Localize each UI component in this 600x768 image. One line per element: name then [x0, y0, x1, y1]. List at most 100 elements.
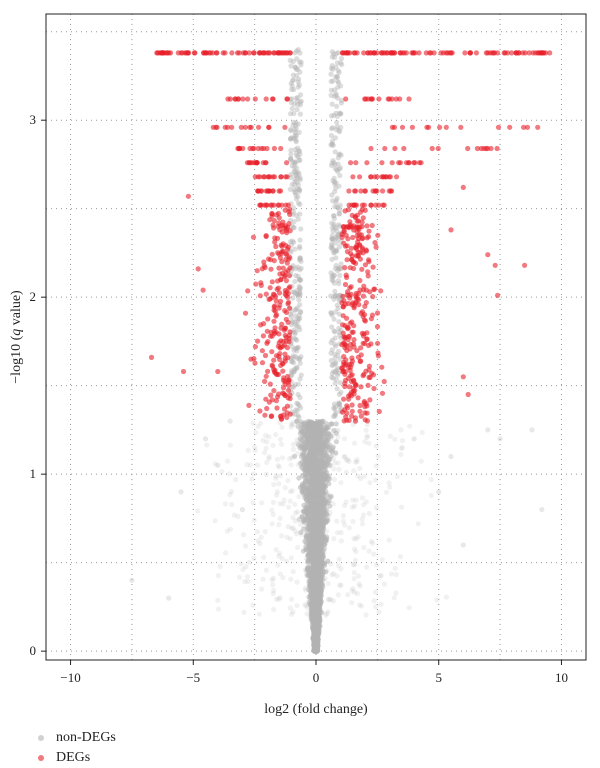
non-degs-point	[297, 175, 303, 181]
non-degs-point	[399, 438, 406, 444]
non-degs-point	[329, 243, 335, 249]
degs-point	[361, 371, 367, 377]
non-degs-point	[288, 63, 294, 69]
degs-point	[364, 160, 370, 166]
degs-point	[263, 291, 269, 297]
degs-point	[265, 339, 271, 345]
non-degs-point	[322, 468, 328, 474]
non-degs-point	[342, 522, 348, 528]
degs-point	[229, 124, 235, 130]
non-degs-point	[316, 520, 322, 526]
non-degs-point	[376, 609, 382, 615]
degs-point	[263, 96, 269, 102]
non-degs-point	[352, 440, 358, 446]
degs-point	[389, 160, 395, 166]
non-degs-point	[289, 181, 295, 188]
degs-point	[271, 258, 277, 264]
degs-point	[351, 259, 357, 265]
non-degs-point	[329, 192, 335, 198]
degs-point	[259, 266, 265, 272]
degs-point	[362, 96, 368, 102]
degs-point	[345, 207, 352, 213]
degs-point	[270, 222, 276, 228]
non-degs-point	[374, 562, 380, 568]
non-degs-point	[244, 462, 250, 468]
degs-point	[473, 50, 479, 56]
degs-point	[364, 403, 370, 409]
non-degs-point	[288, 611, 294, 617]
non-degs-point	[322, 541, 328, 547]
degs-point	[379, 174, 385, 180]
non-degs-point	[375, 453, 381, 459]
degs-point	[435, 145, 441, 152]
degs-point	[343, 96, 349, 102]
degs-point	[494, 145, 500, 152]
non-degs-point	[332, 351, 338, 357]
degs-point	[360, 235, 366, 241]
degs-point	[355, 253, 361, 259]
degs-point	[513, 50, 520, 56]
non-degs-point	[289, 525, 295, 532]
degs-point	[382, 145, 388, 152]
non-degs-point	[335, 161, 341, 167]
non-degs-point	[312, 467, 318, 473]
non-degs-point	[428, 492, 434, 498]
non-degs-point	[393, 572, 399, 578]
non-degs-point	[300, 486, 306, 492]
non-degs-point	[307, 549, 313, 555]
non-degs-point	[392, 565, 398, 571]
degs-point	[379, 390, 386, 396]
non-degs-point	[331, 536, 337, 542]
non-degs-point	[292, 246, 298, 252]
degs-point	[277, 357, 283, 363]
non-degs-point	[329, 236, 335, 242]
degs-point	[258, 322, 264, 328]
degs-point	[267, 285, 273, 291]
non-degs-point	[227, 418, 233, 424]
degs-point	[258, 188, 265, 194]
non-degs-point	[338, 582, 344, 588]
non-degs-point	[312, 437, 318, 443]
degs-point	[266, 399, 272, 405]
non-degs-point	[293, 510, 299, 516]
non-degs-point	[255, 462, 261, 468]
non-degs-point	[333, 376, 339, 383]
non-degs-point	[316, 502, 322, 508]
degs-point	[347, 295, 353, 301]
degs-point	[366, 257, 372, 263]
non-degs-point	[326, 513, 332, 520]
non-degs-point	[328, 65, 335, 71]
non-degs-point	[296, 493, 302, 500]
non-degs-point	[329, 220, 335, 226]
degs-point	[246, 50, 252, 56]
non-degs-point	[282, 485, 288, 491]
non-degs-point	[297, 237, 303, 243]
non-degs-point	[279, 533, 285, 539]
degs-point	[365, 273, 371, 279]
non-degs-point	[266, 434, 272, 440]
degs-point	[264, 202, 270, 208]
degs-point	[339, 365, 345, 371]
non-degs-point	[349, 588, 355, 594]
non-degs-point	[341, 436, 348, 442]
non-degs-point	[324, 568, 330, 574]
degs-point	[282, 308, 288, 314]
degs-point	[507, 124, 513, 130]
non-degs-point	[288, 127, 294, 133]
non-degs-point	[392, 436, 398, 442]
non-degs-point	[337, 129, 343, 135]
non-degs-point	[251, 517, 257, 523]
non-degs-point	[371, 598, 377, 604]
degs-point	[264, 405, 270, 412]
non-degs-point	[297, 99, 303, 105]
degs-point	[347, 265, 353, 271]
non-degs-point	[275, 463, 281, 469]
non-degs-point	[309, 566, 315, 572]
non-degs-point	[275, 562, 281, 568]
non-degs-point	[303, 512, 309, 518]
non-degs-point	[373, 463, 379, 469]
degs-point	[341, 240, 347, 246]
non-degs-point	[284, 534, 290, 540]
non-degs-point	[292, 501, 298, 507]
degs-point	[340, 322, 346, 328]
